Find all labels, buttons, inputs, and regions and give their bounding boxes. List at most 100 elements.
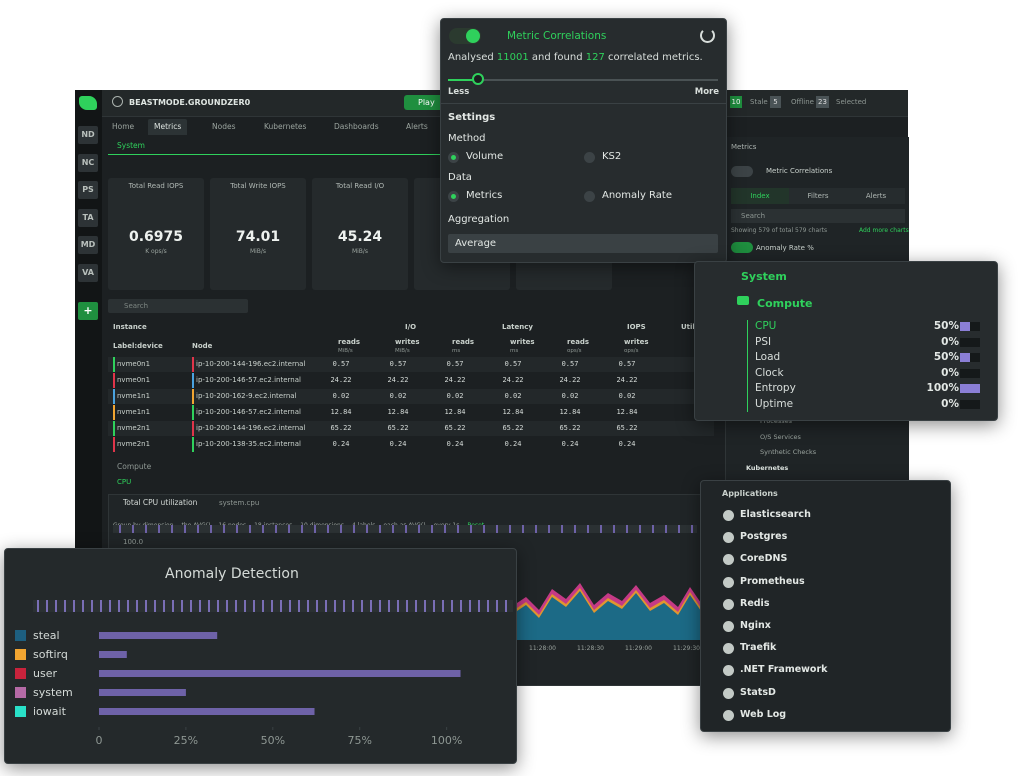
app-item[interactable]: Elasticsearch [740,509,811,520]
tab[interactable]: Alerts [406,122,428,131]
app-item[interactable]: Traefik [740,642,777,654]
time-label: 11:29:00 [625,645,652,652]
tab[interactable]: Kubernetes [264,122,307,131]
bar [99,651,127,658]
panel-item[interactable]: Processes [760,417,793,425]
app-item[interactable]: Web Log [740,708,787,720]
group-header: I/O [405,323,417,331]
percent-label: 100% [926,382,959,394]
node-badge[interactable]: TA [78,208,98,227]
radio[interactable] [584,191,595,202]
applications-popover: Applications Elasticsearch Postgres CoreDN… [700,480,951,732]
host-name[interactable]: BEASTMODE.GROUNDZER0 [129,98,251,107]
node-badge[interactable]: PS [78,181,98,199]
gauge-unit: MiB/s [249,248,267,255]
bar [99,632,218,639]
radio[interactable] [584,152,595,163]
cpu-area-sketch [514,583,701,640]
search-box[interactable]: Search [108,299,248,313]
system-heading[interactable]: System [741,270,787,283]
data-option[interactable]: Metrics [466,190,503,201]
app-icon [723,709,734,721]
compute-heading[interactable]: Compute [757,297,813,310]
add-charts[interactable]: Add more charts [859,227,909,234]
time-label: 11:28:30 [577,645,604,652]
panel-item[interactable]: O/S Services [760,432,801,441]
tab[interactable]: Home [112,122,135,131]
node-badge[interactable]: MD [78,236,98,254]
cpu-chart-context: system.cpu [219,499,260,507]
node-badge[interactable]: NC [78,153,98,172]
slider-thumb[interactable] [472,73,484,85]
compute-item[interactable]: Load [755,351,781,363]
correlations-link[interactable]: Metric Correlations [766,167,833,175]
node: ip-10-200-144-196.ec2.internal [192,357,305,372]
panel-search[interactable]: Search [731,209,905,223]
analysed-count: 11001 [496,52,529,63]
time-axis: 11:28:00 11:28:30 11:29:00 11:29:30 [509,645,700,655]
panel-item[interactable]: Synthetic Checks [760,448,817,456]
summary-text: correlated metrics. [608,52,703,63]
data-label: Data [448,172,472,183]
compute-item[interactable]: Uptime [755,397,794,410]
column-name: reads [452,338,475,346]
data-option[interactable]: Anomaly Rate [602,190,672,201]
refresh-icon[interactable] [700,28,715,43]
app-item[interactable]: CoreDNS [740,553,788,565]
app-icon [723,598,734,610]
toggle[interactable] [449,28,481,44]
bar [99,670,461,677]
panel-tab[interactable]: Index [731,188,789,204]
slider-track [448,73,718,85]
percent-label: 0% [941,366,959,379]
panel-tab[interactable]: Alerts [865,192,887,200]
node-badge[interactable]: VA [78,263,98,282]
column-name: reads [567,338,590,346]
app-item[interactable]: StatsD [740,686,776,698]
anomaly-bar [960,384,980,393]
compute-item[interactable]: Entropy [755,382,796,394]
panel-item[interactable]: Kubernetes [746,463,789,472]
toggle[interactable] [731,242,753,253]
tab[interactable]: Nodes [212,122,236,131]
gauge-value: 45.24 [337,229,383,245]
radio[interactable] [448,152,459,163]
add-node[interactable]: + [78,302,98,320]
summary-text: Analysed [448,52,494,63]
tab[interactable]: Dashboards [334,122,379,131]
tab[interactable]: Metrics [148,119,188,135]
node-badge[interactable]: ND [78,126,98,144]
app-item[interactable]: Prometheus [740,575,805,587]
panel-title: Metrics [731,143,757,151]
method-option[interactable]: KS2 [602,151,622,162]
offline-count: 23 [816,96,829,108]
settings-title: Settings [448,112,496,123]
selected-label[interactable]: Selected [836,98,867,106]
compute-item[interactable]: Clock [755,366,784,379]
app-item[interactable]: .NET Framework [740,664,828,676]
app-item[interactable]: Postgres [740,531,788,543]
group-header: Latency [502,323,533,331]
area-layer [514,591,701,640]
table-row: nvme0n1 ip-10-200-146-57.ec2.internal 24.2… [108,373,714,388]
play-button[interactable]: Play [404,95,444,110]
toggle[interactable] [731,166,753,177]
app-item[interactable]: Nginx [740,620,771,631]
summary-text: and found [531,52,583,63]
gauge-card: Total Write IOPS 74.01 MiB/s [210,178,306,290]
slider-more: More [694,87,719,97]
gauge-card: Total Read IOPS 0.6975 K ops/s [108,178,204,290]
panel-tab[interactable]: Filters [807,192,829,200]
app-item[interactable]: Redis [740,597,770,609]
app-icon [723,621,734,632]
compute-item[interactable]: PSI [755,335,772,348]
method-option[interactable]: Volume [466,151,504,162]
compute-item[interactable]: CPU [755,320,777,332]
radio[interactable] [448,191,459,202]
column-unit: MiB/s [338,348,353,354]
device: nvme0n1 [113,373,150,388]
anomaly-chart: Anomaly Detection steal softirq user system… [15,566,513,747]
x-tick-label: 50% [261,734,285,747]
aggregation-select[interactable]: Average [448,234,718,253]
column-unit: MiB/s [395,348,410,354]
